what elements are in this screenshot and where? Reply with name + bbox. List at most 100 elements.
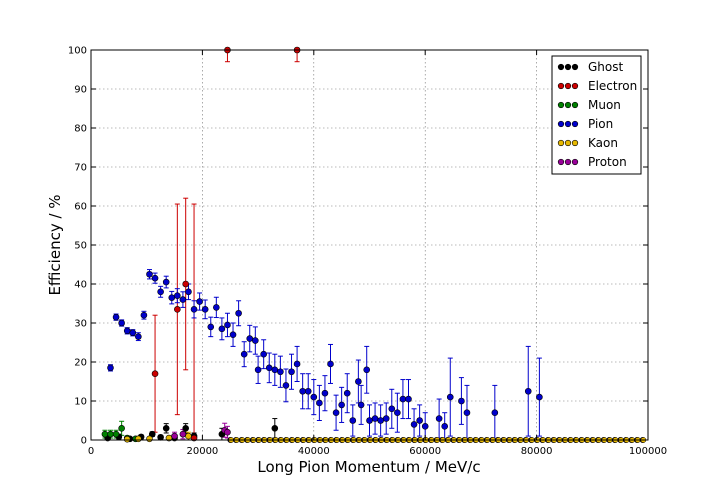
x-tick-label: 40000: [298, 446, 330, 457]
pion-point: [536, 393, 543, 401]
pion-point: [446, 393, 454, 401]
legend-label: Electron: [588, 79, 637, 93]
legend-marker: [571, 139, 579, 147]
ghost-point: [182, 424, 189, 432]
kaon-point: [135, 435, 142, 443]
legend-entry-proton: Proton: [557, 155, 627, 169]
pion-point: [327, 360, 334, 368]
y-axis-label: Efficiency / %: [46, 194, 64, 295]
y-tick-label: 90: [74, 85, 87, 96]
legend-marker: [571, 101, 579, 109]
pion-point: [140, 311, 148, 319]
y-tick-label: 80: [74, 124, 87, 135]
legend-marker: [557, 139, 565, 147]
pion-point: [277, 368, 284, 376]
pion-point: [421, 423, 429, 430]
pion-point: [377, 417, 384, 424]
legend-entry-muon: Muon: [557, 98, 621, 112]
axis-ticks: 0 20000 40000 60000 80000 100000 0 10 20 30 40 50 60…: [68, 46, 667, 458]
pion-point: [168, 294, 176, 301]
pion-point: [343, 389, 351, 397]
pion-point: [123, 327, 131, 335]
proton-point: [224, 428, 231, 436]
x-tick-label: 100000: [629, 446, 667, 457]
pion-point: [366, 417, 373, 424]
legend: Ghost Electron Muon Pion Kaon Proton: [551, 55, 642, 175]
pion-point: [252, 337, 259, 344]
pion-point: [190, 306, 198, 313]
pion-point: [151, 274, 159, 282]
kaon-point: [185, 432, 192, 440]
legend-marker: [571, 158, 579, 166]
legend-marker: [564, 101, 572, 109]
kaon-point: [146, 435, 153, 443]
pion-point: [405, 395, 412, 403]
pion-point: [441, 423, 448, 430]
pion-point: [218, 325, 226, 333]
pion-point: [524, 387, 532, 395]
y-tick-label: 10: [74, 397, 87, 408]
kaon-point: [123, 435, 131, 443]
pion-point: [135, 333, 142, 340]
electron-point: [151, 370, 159, 378]
pion-point: [260, 350, 267, 358]
ghost-point: [271, 424, 279, 432]
y-tick-label: 30: [74, 319, 87, 330]
legend-marker: [571, 63, 579, 71]
x-tick-label: 0: [88, 446, 94, 457]
y-tick-label: 20: [74, 358, 87, 369]
pion-point: [201, 306, 209, 313]
muon-point: [101, 430, 109, 438]
pion-point: [410, 421, 418, 428]
pion-point: [310, 393, 318, 401]
pion-point: [179, 296, 187, 303]
legend-entry-pion: Pion: [557, 117, 613, 131]
pion-point: [112, 313, 120, 321]
proton-point: [171, 432, 178, 440]
y-tick-label: 60: [74, 202, 87, 213]
y-tick-label: 50: [74, 241, 87, 252]
pion-point: [349, 417, 357, 424]
legend-marker: [571, 120, 579, 128]
legend-label: Kaon: [588, 136, 618, 150]
y-tick-label: 0: [81, 436, 87, 447]
legend-label: Proton: [588, 155, 627, 169]
legend-entry-electron: Electron: [557, 79, 637, 93]
pion-point: [435, 415, 443, 422]
pion-point: [338, 401, 345, 409]
pion-point: [118, 319, 125, 327]
ghost-point: [157, 433, 164, 441]
muon-point: [107, 430, 114, 438]
pion-point: [174, 292, 181, 300]
pion-point: [229, 331, 237, 339]
pion-point: [254, 366, 262, 374]
legend-marker: [557, 101, 565, 109]
pion-point: [235, 309, 242, 317]
pion-point: [240, 350, 248, 358]
pion-point: [416, 417, 423, 424]
pion-point: [304, 387, 312, 395]
legend-marker: [557, 120, 565, 128]
x-tick-label: 20000: [186, 446, 218, 457]
x-axis-label: Long Pion Momentum / MeV/c: [257, 458, 480, 476]
pion-point: [332, 409, 340, 417]
legend-entry-kaon: Kaon: [557, 136, 618, 150]
proton-point: [179, 430, 187, 438]
y-tick-label: 100: [68, 46, 87, 57]
legend-box: [551, 55, 642, 175]
legend-marker: [571, 82, 579, 90]
pion-point: [299, 387, 306, 395]
legend-label: Muon: [588, 98, 621, 112]
pion-point: [265, 364, 273, 372]
pion-point: [146, 270, 153, 278]
y-tick-label: 40: [74, 280, 87, 291]
pion-point: [357, 401, 365, 409]
legend-marker: [564, 82, 572, 90]
legend-marker: [564, 120, 572, 128]
legend-marker: [564, 139, 572, 147]
pion-point: [355, 378, 362, 385]
ghost-point: [162, 424, 170, 432]
legend-marker: [564, 158, 572, 166]
pion-point: [107, 364, 114, 372]
pion-point: [196, 298, 203, 305]
